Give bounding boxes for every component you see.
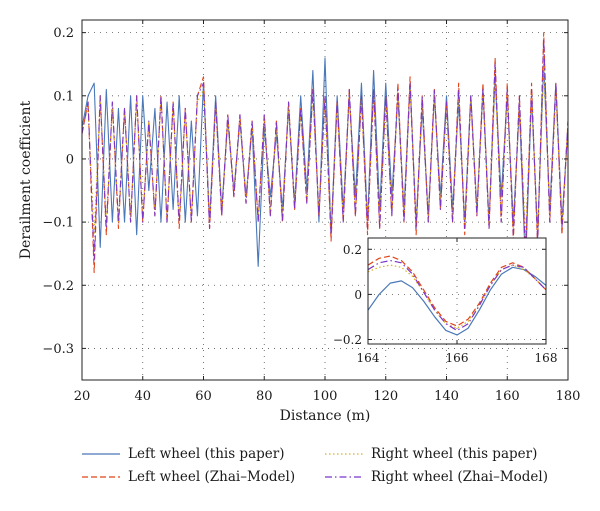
inset-x-tick-label: 164	[357, 351, 380, 365]
inset-series-line-2	[368, 255, 546, 327]
inset-plot: 164 166 168 0.2 0 −0.2	[333, 237, 558, 365]
x-tick-label: 60	[195, 389, 212, 404]
x-tick-label: 80	[256, 389, 273, 404]
series-group	[82, 32, 568, 274]
y-axis-title: Derailment coefficient	[18, 100, 34, 259]
legend-label-1: Left wheel (this paper)	[128, 446, 284, 462]
y-tick-label: −0.1	[42, 216, 74, 231]
inset-y-tick-label: −0.2	[333, 333, 362, 347]
inset-y-tick-label: 0.2	[343, 243, 362, 257]
y-tick-label: 0.2	[53, 26, 74, 41]
inset-x-tick-label: 166	[446, 351, 469, 365]
x-axis-title: Distance (m)	[280, 408, 371, 424]
x-tick-label: 100	[313, 389, 338, 404]
legend-label-4: Right wheel (Zhai–Model)	[371, 469, 548, 485]
inset-series-line-1	[368, 266, 546, 336]
y-tick-label: 0	[66, 152, 74, 167]
legend: Left wheel (this paper) Left wheel (Zhai–…	[82, 446, 548, 485]
inset-plot-area	[368, 238, 546, 344]
y-tick-label: 0.1	[53, 89, 74, 104]
x-tick-label: 120	[373, 389, 398, 404]
inset-series-group	[368, 255, 546, 336]
inset-y-tick-label: 0	[354, 288, 362, 302]
x-tick-label: 40	[134, 389, 151, 404]
x-tick-label: 160	[495, 389, 520, 404]
inset-series-line-4	[368, 259, 546, 332]
x-tick-label: 20	[74, 389, 91, 404]
legend-label-2: Left wheel (Zhai–Model)	[128, 469, 295, 485]
series-line-4	[82, 38, 568, 261]
main-plot: 20 40 60 80 100 120 140 160 180 0.2 0.1 0 −0.1 −0.2 −0…	[18, 19, 581, 424]
y-tick-label: −0.3	[42, 342, 74, 357]
inset-x-tick-label: 168	[535, 351, 558, 365]
y-tick-label: −0.2	[42, 279, 74, 294]
x-tick-label: 140	[434, 389, 459, 404]
legend-label-3: Right wheel (this paper)	[371, 446, 537, 462]
x-tick-label: 180	[556, 389, 581, 404]
